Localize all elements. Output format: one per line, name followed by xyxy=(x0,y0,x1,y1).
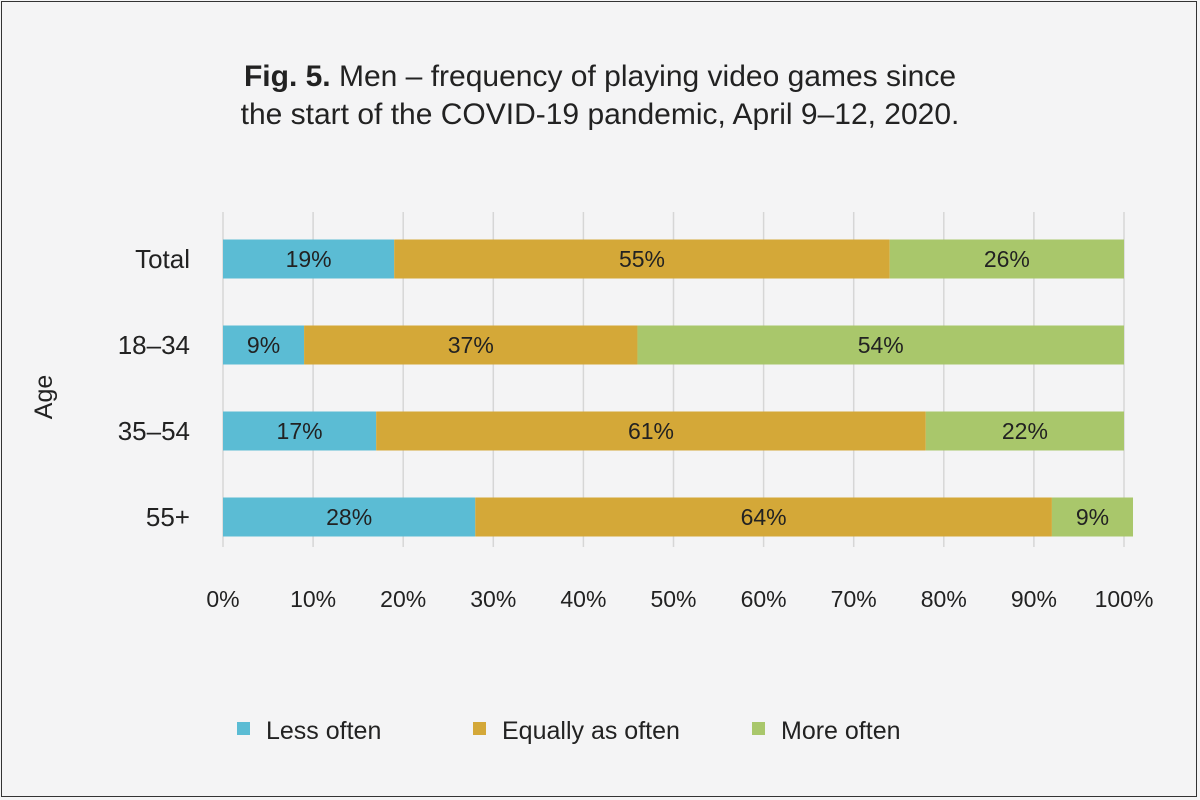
data-label: 22% xyxy=(1002,418,1048,444)
bar-segment xyxy=(223,325,305,365)
y-axis-label: Age xyxy=(30,375,58,419)
legend-item: Less often xyxy=(237,717,381,745)
data-label: 55% xyxy=(619,246,665,272)
bar-segment xyxy=(376,411,926,451)
bar-segment xyxy=(304,325,638,365)
bar-segment xyxy=(223,239,395,279)
data-label: 17% xyxy=(277,418,323,444)
category-label: 35–54 xyxy=(118,416,190,446)
bar-segment xyxy=(889,239,1124,279)
x-tick-label: 90% xyxy=(1011,586,1057,612)
bar-segment xyxy=(925,411,1124,451)
x-tick-label: 30% xyxy=(470,586,516,612)
legend-item: More often xyxy=(752,717,901,745)
category-label: Total xyxy=(135,244,190,274)
x-tick-label: 40% xyxy=(560,586,606,612)
bar-segment xyxy=(1051,497,1134,537)
x-tick-label: 10% xyxy=(290,586,336,612)
data-label: 54% xyxy=(858,332,904,358)
chart-title: Fig. 5. Men – frequency of playing video… xyxy=(0,58,1200,134)
data-label: 61% xyxy=(628,418,674,444)
x-tick-label: 60% xyxy=(741,586,787,612)
data-label: 9% xyxy=(1076,504,1109,530)
legend: Less often Equally as often More often xyxy=(237,717,901,745)
bars: 19% 55% 26% 9% 37% 54% 17% 61% 22% 28% 64% 9% xyxy=(223,239,1134,537)
legend-swatch xyxy=(752,722,765,735)
legend-label: Less often xyxy=(266,717,381,745)
bar-segment xyxy=(223,497,476,537)
category-labels: Total 18–34 35–54 55+ xyxy=(118,244,190,532)
legend-label: Equally as often xyxy=(502,717,680,745)
data-label: 9% xyxy=(247,332,280,358)
x-tick-label: 70% xyxy=(831,586,877,612)
x-tick-label: 80% xyxy=(921,586,967,612)
bar-segment xyxy=(637,325,1124,365)
data-label: 64% xyxy=(741,504,787,530)
data-label: 28% xyxy=(326,504,372,530)
data-label: 37% xyxy=(448,332,494,358)
bar-segment xyxy=(475,497,1052,537)
bar-segment xyxy=(223,411,377,451)
data-label: 26% xyxy=(984,246,1030,272)
bar-segment xyxy=(394,239,890,279)
category-label: 18–34 xyxy=(118,330,190,360)
data-label: 19% xyxy=(286,246,332,272)
title-line-2: the start of the COVID-19 pandemic, Apri… xyxy=(240,98,960,131)
category-label: 55+ xyxy=(146,502,190,532)
legend-item: Equally as often xyxy=(473,717,680,745)
legend-label: More often xyxy=(781,717,901,745)
title-line-1: Men – frequency of playing video games s… xyxy=(330,60,957,93)
figure-number: Fig. 5. xyxy=(243,60,331,93)
x-tick-label: 50% xyxy=(650,586,696,612)
x-tick-label: 20% xyxy=(380,586,426,612)
x-tick-label: 0% xyxy=(206,586,239,612)
x-tick-label: 100% xyxy=(1095,586,1154,612)
legend-swatch xyxy=(473,722,486,735)
x-tick-labels: 0% 10% 20% 30% 40% 50% 60% 70% 80% 90% 100% xyxy=(206,586,1153,612)
legend-swatch xyxy=(237,722,250,735)
